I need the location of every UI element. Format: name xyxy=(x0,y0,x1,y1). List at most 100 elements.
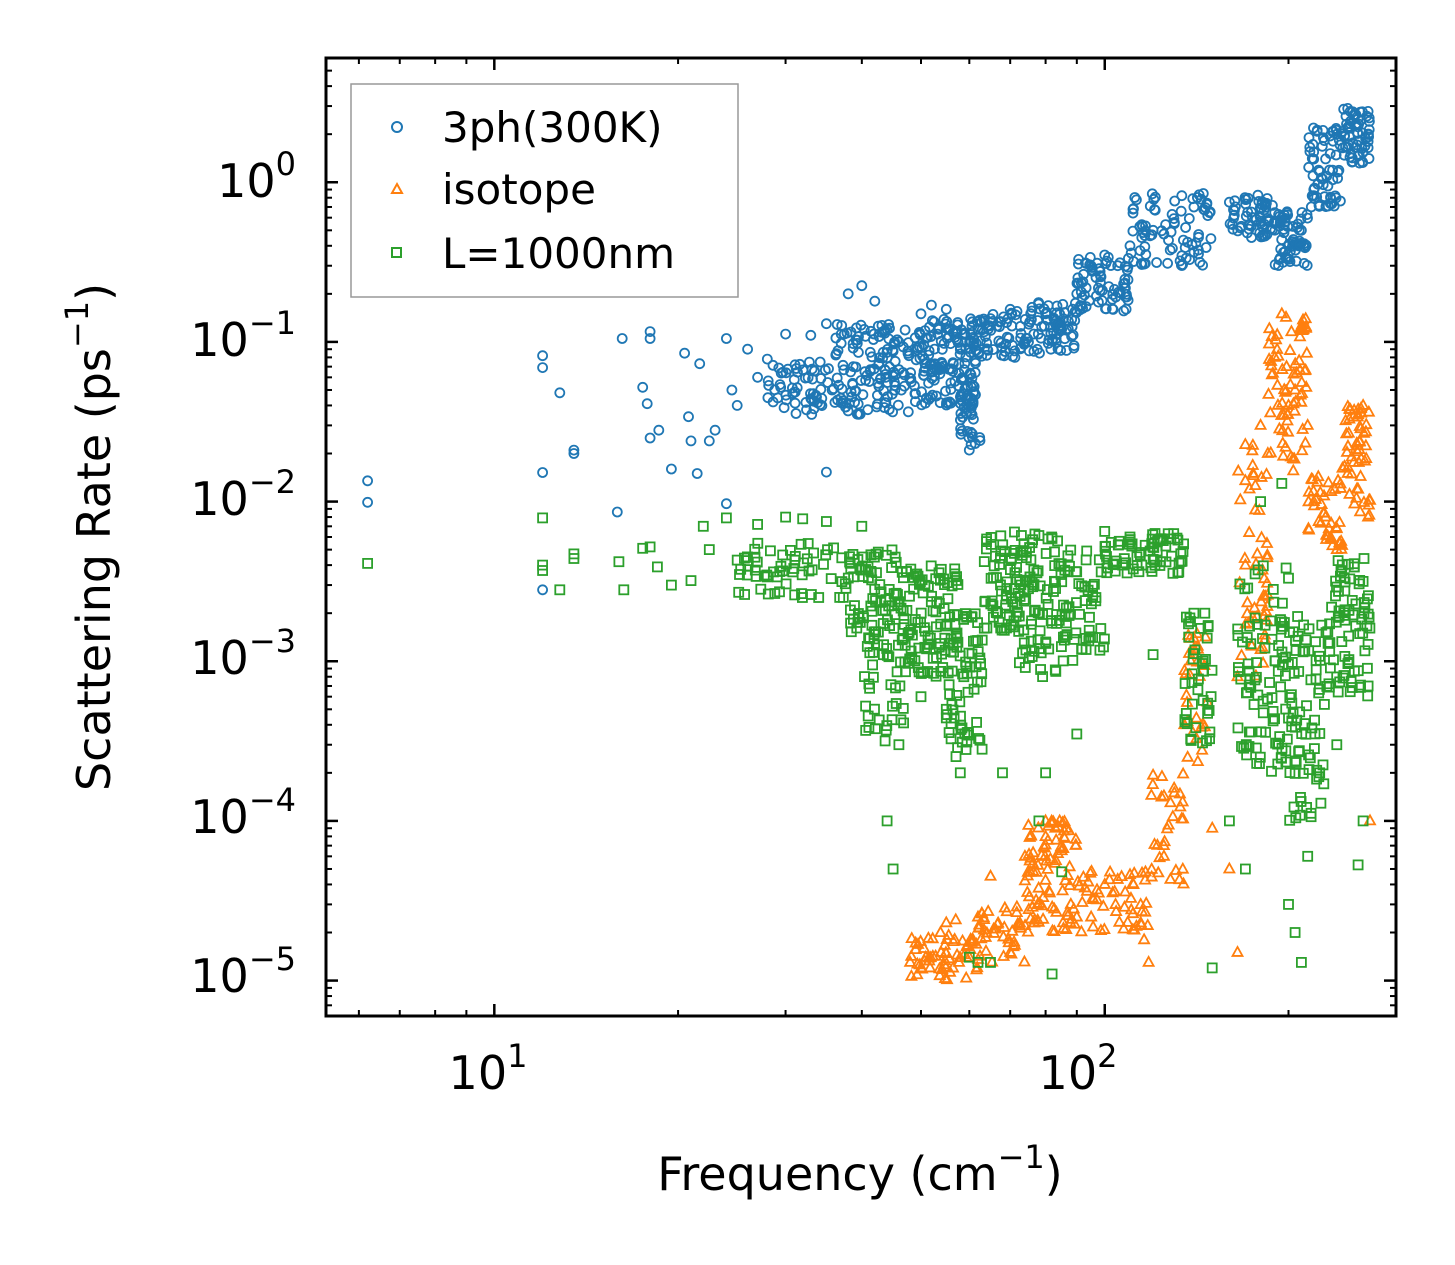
data-point-square xyxy=(1050,583,1061,594)
data-point-square xyxy=(1074,608,1085,620)
data-point-triangle xyxy=(937,957,951,970)
data-point-circle xyxy=(1101,255,1113,267)
data-point-square xyxy=(959,608,971,619)
data-point-circle xyxy=(972,323,984,335)
data-point-square xyxy=(987,600,999,612)
data-point-circle xyxy=(362,475,374,487)
data-point-triangle xyxy=(943,964,957,977)
data-point-square xyxy=(860,700,871,712)
data-point-triangle xyxy=(1070,909,1084,922)
data-point-circle xyxy=(1257,231,1269,243)
data-point-square xyxy=(821,516,832,527)
data-point-square xyxy=(1062,566,1074,578)
data-point-triangle xyxy=(1141,918,1155,930)
data-point-square xyxy=(795,538,807,550)
x-tick-labels: 101 102 xyxy=(449,1037,1118,1100)
data-point-triangle xyxy=(1059,922,1073,934)
data-point-triangle xyxy=(1090,882,1104,895)
data-point-circle xyxy=(959,357,971,369)
data-point-square xyxy=(749,551,761,563)
data-point-square xyxy=(362,558,374,569)
data-point-circle xyxy=(1118,305,1130,317)
data-point-square xyxy=(802,538,814,549)
data-point-circle xyxy=(1305,201,1317,213)
data-point-circle xyxy=(1197,259,1208,271)
data-point-triangle xyxy=(1112,914,1126,927)
data-point-square xyxy=(731,554,743,566)
data-point-square xyxy=(935,666,947,677)
data-point-circle xyxy=(838,364,850,376)
data-point-triangle xyxy=(1205,820,1219,833)
data-point-square xyxy=(1251,671,1262,683)
data-point-circle xyxy=(777,366,789,378)
data-point-circle xyxy=(1303,161,1315,173)
data-point-circle xyxy=(1023,318,1035,330)
data-point-triangle xyxy=(1246,438,1260,450)
data-point-triangle xyxy=(1351,481,1365,494)
data-point-square xyxy=(1280,651,1291,663)
data-point-circle xyxy=(780,394,792,406)
data-point-square xyxy=(1332,612,1344,623)
data-point-square xyxy=(1117,559,1128,571)
data-point-square xyxy=(1284,767,1296,778)
data-point-square xyxy=(855,564,867,576)
plot-area xyxy=(324,56,1398,1018)
data-point-triangle xyxy=(1261,446,1275,458)
data-point-triangle xyxy=(903,955,917,967)
data-point-square xyxy=(897,633,909,644)
data-point-square xyxy=(872,639,884,651)
data-point-triangle xyxy=(962,949,976,962)
data-point-triangle xyxy=(1317,488,1331,501)
legend: 3ph(300K) isotope L=1000nm xyxy=(350,83,739,298)
data-point-circle xyxy=(954,343,966,355)
data-point-square xyxy=(893,739,905,751)
data-point-triangle xyxy=(1146,777,1160,790)
data-point-square xyxy=(1001,576,1013,588)
data-point-circle xyxy=(1163,234,1174,246)
data-point-circle xyxy=(637,381,649,393)
data-point-circle xyxy=(929,363,940,375)
data-point-square xyxy=(1026,615,1037,627)
data-point-circle xyxy=(927,389,938,401)
data-point-triangle xyxy=(1145,861,1159,874)
data-point-triangle xyxy=(1339,426,1353,439)
data-point-circle xyxy=(850,361,862,373)
data-point-square xyxy=(1155,533,1167,545)
data-point-square xyxy=(1319,699,1330,710)
data-point-circle xyxy=(1337,142,1349,154)
data-point-circle xyxy=(865,325,877,337)
data-point-triangle xyxy=(1245,443,1259,456)
data-point-triangle xyxy=(1056,883,1070,896)
data-point-circle xyxy=(1362,106,1374,117)
data-point-square xyxy=(537,512,548,524)
data-point-square xyxy=(1331,739,1343,751)
data-point-circle xyxy=(879,364,891,376)
data-point-circle xyxy=(1279,245,1291,257)
data-point-triangle xyxy=(1038,872,1053,885)
data-point-triangle xyxy=(1111,872,1125,884)
data-point-triangle xyxy=(1283,377,1297,390)
data-point-circle xyxy=(1124,240,1136,252)
data-point-square xyxy=(881,815,893,827)
data-point-square xyxy=(1079,581,1091,593)
data-point-triangle xyxy=(1071,874,1085,887)
data-point-circle xyxy=(881,323,893,335)
data-point-triangle xyxy=(1319,509,1333,522)
data-point-circle xyxy=(537,584,548,596)
data-point-square xyxy=(1283,572,1294,584)
data-point-circle xyxy=(721,498,732,510)
data-point-triangle xyxy=(1126,922,1140,935)
data-point-triangle xyxy=(1176,766,1190,779)
data-point-square xyxy=(990,550,1001,562)
data-point-triangle xyxy=(1061,908,1075,921)
data-point-circle xyxy=(808,403,820,415)
data-point-circle xyxy=(1350,142,1361,154)
data-point-circle xyxy=(1296,207,1308,218)
data-point-square xyxy=(1173,566,1185,578)
data-point-square xyxy=(1266,765,1277,777)
data-point-square xyxy=(1350,620,1362,632)
data-point-triangle xyxy=(970,962,984,975)
data-point-square xyxy=(976,743,988,755)
data-point-circle xyxy=(804,356,815,368)
